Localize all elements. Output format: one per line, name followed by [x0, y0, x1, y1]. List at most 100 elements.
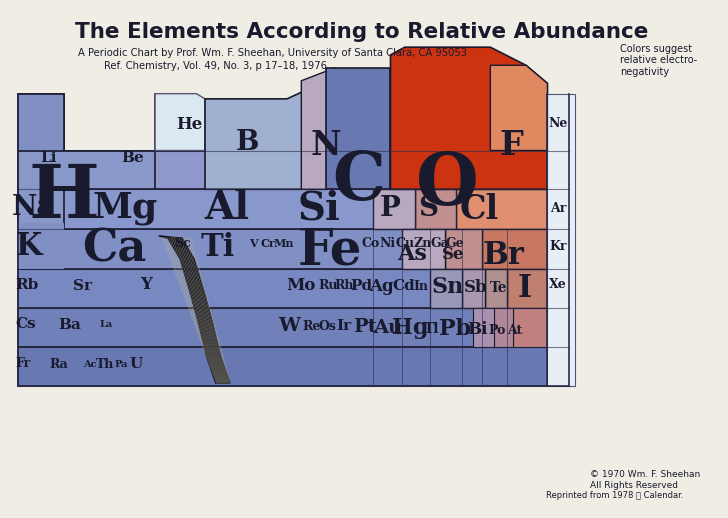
Text: Mn: Mn	[273, 238, 293, 249]
Polygon shape	[18, 347, 569, 385]
Polygon shape	[430, 269, 462, 308]
Text: Ca: Ca	[82, 227, 146, 270]
Text: Kr: Kr	[550, 240, 567, 253]
Text: As: As	[397, 243, 427, 265]
Polygon shape	[513, 308, 547, 347]
Text: Fr: Fr	[15, 357, 31, 370]
Text: Br: Br	[482, 240, 524, 271]
Polygon shape	[491, 65, 547, 151]
Polygon shape	[373, 189, 415, 229]
Polygon shape	[18, 189, 569, 229]
Text: Be: Be	[121, 151, 143, 165]
Text: Y: Y	[140, 276, 151, 293]
Text: Co: Co	[361, 237, 379, 250]
Polygon shape	[18, 308, 569, 347]
Text: Ref. Chemistry, Vol. 49, No. 3, p 17–18, 1976: Ref. Chemistry, Vol. 49, No. 3, p 17–18,…	[104, 61, 327, 71]
Polygon shape	[159, 236, 230, 383]
Text: Ru: Ru	[319, 279, 339, 292]
Polygon shape	[494, 308, 513, 347]
Text: Ar: Ar	[550, 202, 566, 215]
Text: Mg: Mg	[92, 191, 158, 225]
Text: P: P	[380, 195, 401, 222]
Text: C: C	[332, 149, 385, 214]
Polygon shape	[18, 94, 64, 151]
Text: He: He	[176, 116, 202, 133]
Polygon shape	[205, 81, 326, 189]
Text: Tl: Tl	[424, 322, 440, 336]
Text: N: N	[311, 129, 341, 162]
Text: At: At	[507, 324, 522, 337]
Text: Xe: Xe	[549, 278, 567, 291]
Polygon shape	[473, 308, 494, 347]
Text: Rh: Rh	[334, 279, 354, 292]
Text: Fe: Fe	[298, 226, 362, 275]
Text: Ti: Ti	[201, 232, 235, 263]
Text: Al: Al	[204, 190, 249, 227]
Text: Cr: Cr	[261, 238, 275, 249]
Text: Na: Na	[12, 194, 55, 221]
Text: K: K	[15, 231, 42, 262]
Text: Li: Li	[40, 151, 56, 165]
Text: Sn: Sn	[432, 276, 464, 298]
Text: Ba: Ba	[58, 318, 81, 332]
Polygon shape	[482, 229, 547, 269]
Text: B: B	[236, 130, 259, 156]
Text: Pt: Pt	[353, 318, 376, 336]
Text: The Elements According to Relative Abundance: The Elements According to Relative Abund…	[75, 22, 649, 41]
Text: Sb: Sb	[464, 279, 488, 296]
Polygon shape	[18, 229, 569, 269]
Text: La: La	[100, 320, 113, 328]
Polygon shape	[18, 94, 197, 229]
Text: Te: Te	[490, 281, 507, 295]
Text: Si: Si	[298, 190, 341, 227]
Text: Cu: Cu	[395, 237, 414, 250]
Polygon shape	[18, 151, 569, 189]
Text: Au: Au	[373, 319, 403, 337]
Text: A Periodic Chart by Prof. Wm. F. Sheehan, University of Santa Clara, CA 95053: A Periodic Chart by Prof. Wm. F. Sheehan…	[79, 48, 467, 59]
Text: Ni: Ni	[379, 237, 396, 250]
Text: Os: Os	[319, 320, 336, 333]
Text: Colors suggest
relative electro-
negativity: Colors suggest relative electro- negativ…	[620, 44, 697, 77]
Polygon shape	[402, 229, 445, 269]
Text: Po: Po	[488, 324, 506, 337]
Polygon shape	[445, 229, 482, 269]
Text: Ne: Ne	[548, 117, 568, 130]
Text: Sr: Sr	[73, 279, 92, 293]
Polygon shape	[155, 94, 205, 151]
Polygon shape	[507, 269, 547, 308]
Text: Th: Th	[96, 358, 114, 371]
Text: S: S	[419, 195, 438, 222]
Text: Cl: Cl	[460, 193, 499, 226]
Text: Re: Re	[303, 320, 321, 333]
Text: Mo: Mo	[287, 277, 316, 294]
Text: F: F	[500, 129, 523, 162]
Text: Ir: Ir	[336, 319, 351, 333]
Text: H: H	[28, 161, 99, 234]
Text: U: U	[130, 357, 143, 371]
Polygon shape	[456, 189, 547, 229]
Text: O: O	[416, 149, 479, 220]
Text: Sc: Sc	[174, 237, 191, 250]
Text: I: I	[518, 274, 531, 305]
Text: V: V	[249, 238, 258, 249]
Text: Ag: Ag	[370, 278, 395, 295]
Polygon shape	[462, 269, 485, 308]
Text: Bi: Bi	[467, 321, 488, 338]
Polygon shape	[18, 223, 64, 269]
Text: Ra: Ra	[50, 358, 68, 371]
Polygon shape	[390, 47, 547, 189]
Text: Se: Se	[442, 247, 464, 263]
Polygon shape	[18, 269, 569, 308]
Polygon shape	[301, 68, 335, 189]
Polygon shape	[326, 68, 390, 189]
Text: Cs: Cs	[15, 317, 36, 331]
Polygon shape	[485, 269, 507, 308]
Text: In: In	[414, 280, 429, 293]
Polygon shape	[415, 189, 456, 229]
Text: Pd: Pd	[350, 279, 372, 293]
Text: Pb: Pb	[438, 318, 471, 340]
Text: Zn: Zn	[414, 237, 432, 250]
Text: Reprinted from 1978 Ⓢ Calendar.: Reprinted from 1978 Ⓢ Calendar.	[546, 491, 684, 500]
Text: © 1970 Wm. F. Sheehan
All Rights Reserved: © 1970 Wm. F. Sheehan All Rights Reserve…	[590, 470, 700, 490]
Text: Rb: Rb	[15, 278, 39, 292]
